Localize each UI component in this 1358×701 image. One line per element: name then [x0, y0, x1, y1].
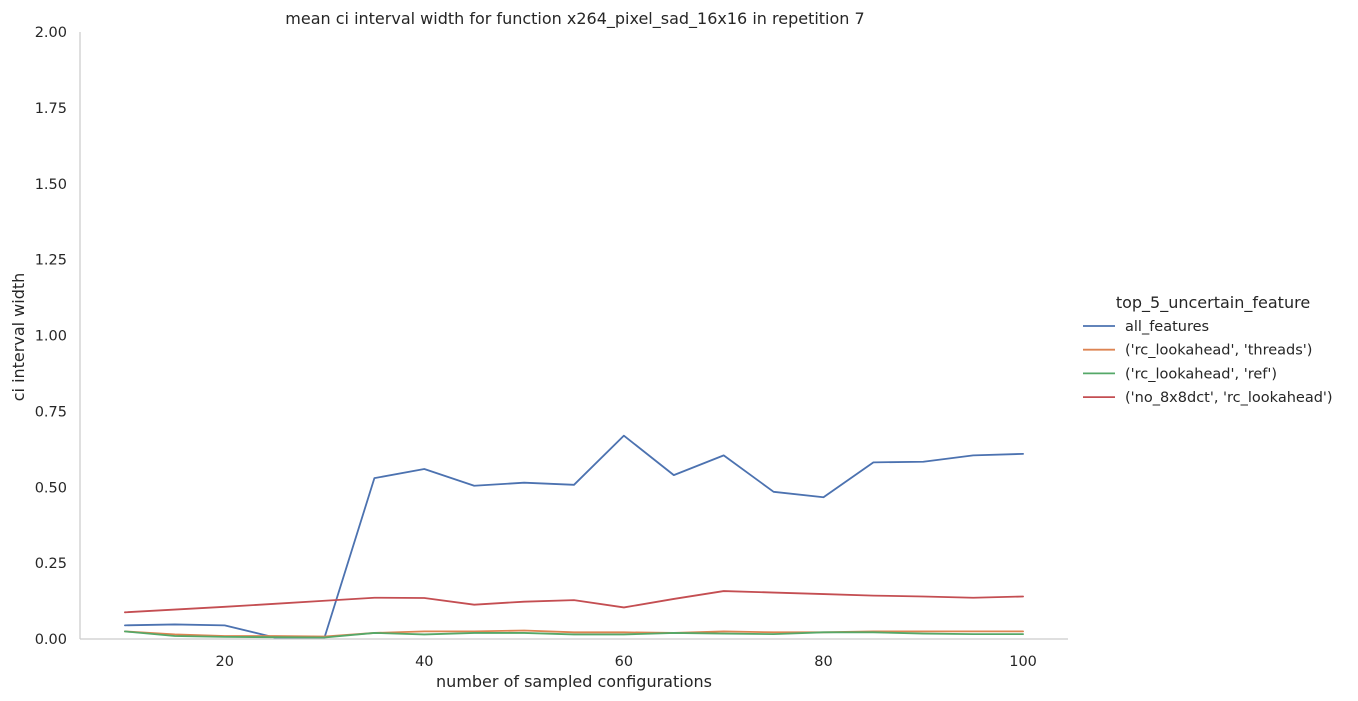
y-tick-label: 2.00	[35, 25, 67, 41]
x-tick-label: 100	[1009, 654, 1037, 670]
legend-entry-label: ('rc_lookahead', 'ref')	[1125, 366, 1277, 382]
legend-entry-label: ('no_8x8dct', 'rc_lookahead')	[1125, 390, 1333, 406]
series-line	[124, 590, 1024, 614]
legend-title: top_5_uncertain_feature	[1116, 293, 1310, 313]
y-tick-label: 0.00	[35, 632, 67, 648]
x-tick-label: 40	[415, 654, 433, 670]
axes: 0.00 0.25 0.50 0.75 1.00 1.25 1.50 1.75 2.00 20 40…	[35, 25, 1068, 670]
y-tick-label: 0.50	[35, 480, 67, 496]
y-tick-label: 1.00	[35, 329, 67, 345]
y-tick-label: 1.50	[35, 177, 67, 193]
y-tick-label: 1.25	[35, 253, 67, 269]
series-line	[124, 434, 1024, 639]
y-tick-label: 0.75	[35, 404, 67, 420]
series-lines	[124, 434, 1024, 639]
chart-title: mean ci interval width for function x264…	[285, 9, 864, 29]
x-axis-label: number of sampled configurations	[436, 672, 712, 691]
y-tick-label: 1.75	[35, 101, 67, 117]
y-tick-label: 0.25	[35, 556, 67, 572]
x-tick-label: 80	[814, 654, 832, 670]
legend-entry-label: ('rc_lookahead', 'threads')	[1125, 343, 1312, 359]
series-line	[124, 630, 1024, 639]
legend-entry-label: all_features	[1125, 319, 1209, 335]
y-axis-label: ci interval width	[9, 273, 28, 402]
x-tick-label: 60	[615, 654, 633, 670]
legend: top_5_uncertain_feature all_features ('rc…	[1083, 293, 1333, 406]
series-line	[124, 629, 1024, 638]
x-tick-label: 20	[215, 654, 233, 670]
